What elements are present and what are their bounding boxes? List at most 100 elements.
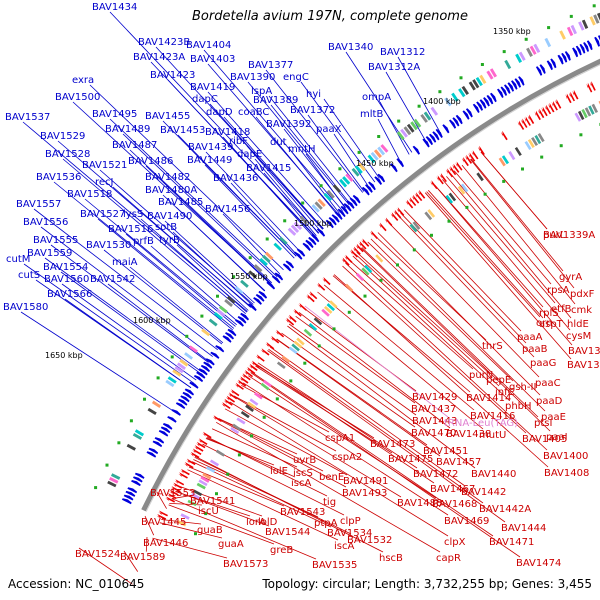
leader-line [288,323,417,416]
blue-gene-label: BAV1456 [205,204,250,215]
feature-block [314,201,323,210]
rna-marker [262,415,266,419]
feature-block [589,16,596,26]
red-gene-label: BAV1444 [501,523,546,534]
red-gene-label: BAV1443 [412,416,457,427]
leader-line [246,145,322,232]
rna-marker [232,275,236,279]
red-gene-label: paaA [517,332,543,343]
leader-line [263,172,317,236]
blue-gene-label: ompA [362,92,391,103]
forward-gene [247,303,257,312]
leader-line [434,184,544,308]
forward-gene [583,42,589,52]
forward-gene [162,423,173,430]
feature-block [559,30,566,40]
forward-gene [377,173,386,183]
leader-line [23,263,195,384]
red-gene-label: BAV1474 [516,558,561,569]
feature-block [323,305,333,314]
genome-backbone [141,58,600,512]
blue-gene-label: cutM [6,254,30,265]
reverse-gene [178,472,188,479]
red-gene-label: pepE [486,375,511,386]
feature-block [460,183,469,193]
blue-gene-label: BAV1423 [150,70,195,81]
rna-marker [397,119,401,123]
rna-marker [377,135,381,138]
red-gene-label: rplS [539,308,559,319]
leader-line [44,257,203,373]
kbp-tick-label: 1350 kbp [493,27,531,36]
forward-gene [422,138,430,148]
leader-line [307,114,365,192]
rna-marker [319,184,323,188]
feature-block [296,337,305,346]
reverse-gene [477,145,485,156]
red-gene-label: BAV1475 [388,454,433,465]
feature-block [430,106,439,116]
reverse-gene [471,150,479,160]
leader-line [276,338,441,457]
feature-block [313,317,323,326]
reverse-gene [212,415,222,422]
forward-gene [285,260,294,269]
rna-marker [417,104,421,108]
leader-line [247,81,350,205]
feature-block [570,24,577,35]
rna-marker [143,397,146,401]
blue-gene-label: BAV1529 [40,131,85,142]
feature-block [413,118,422,128]
leader-line [287,146,340,214]
blue-gene-label: BAV1559 [27,248,72,259]
leader-line [268,95,354,202]
feature-block [191,492,201,500]
rna-marker [94,486,98,490]
feature-block [380,144,389,153]
reverse-gene [180,468,190,476]
leader-line [377,232,541,396]
forward-gene [349,197,358,207]
leader-line [167,79,316,238]
forward-gene [282,263,292,272]
reverse-gene [439,173,447,183]
feature-block [508,151,516,161]
red-gene-label: iscU [198,506,219,517]
forward-gene [343,203,352,212]
trna-gene-label: tRNA-Leu(TAG) [444,418,518,429]
reverse-gene [555,99,562,109]
red-gene-label: BAV1534 [327,528,372,539]
forward-gene [486,95,494,105]
reverse-gene [465,154,473,164]
kbp-tick-label: 1550 kbp [230,272,268,281]
red-gene-label: paaB [522,344,548,355]
reverse-gene [414,192,423,202]
reverse-gene [293,308,302,317]
forward-gene [235,319,244,327]
feature-block [147,407,157,416]
blue-gene-label: BAV1557 [16,199,61,210]
leader-line [370,238,546,412]
blue-gene-label: BAV1312 [380,47,425,58]
feature-block [370,151,379,161]
rna-marker [483,192,487,196]
blue-gene-label: exra [72,75,94,86]
red-gene-label: lolD [258,517,278,528]
blue-gene-label: dapE [237,149,262,160]
rna-marker [289,379,293,383]
leader-line [470,158,575,289]
blue-gene-label: BAV1566 [47,289,92,300]
feature-block [208,318,218,327]
feature-block [151,400,162,409]
rna-marker [105,463,109,467]
leader-line [152,537,228,559]
feature-block [400,128,408,138]
leader-line [360,247,551,432]
forward-gene [550,58,557,69]
feature-block [339,178,348,188]
reverse-gene [436,175,444,185]
blue-gene-label: BAV1528 [45,149,90,160]
reverse-gene [223,398,233,406]
feature-block [299,215,308,225]
